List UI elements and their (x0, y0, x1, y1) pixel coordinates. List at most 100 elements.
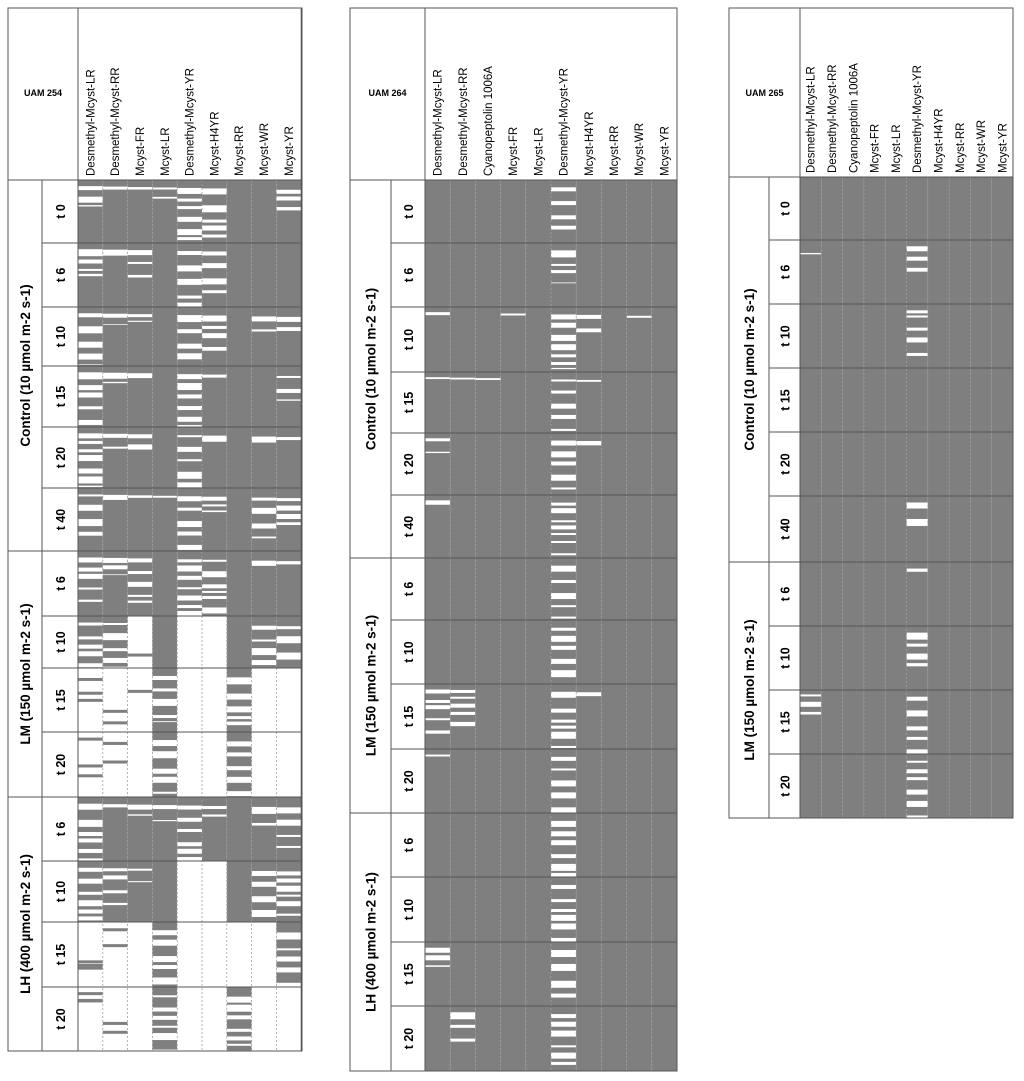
absence-stripe (202, 435, 227, 442)
heat-cell (425, 243, 451, 307)
heat-cell (970, 496, 992, 562)
absence-stripe (102, 186, 128, 190)
heat-cell (127, 922, 153, 987)
absence-stripe (177, 446, 202, 452)
heat-cell (202, 732, 227, 797)
heat-cell (842, 177, 864, 240)
heat-cell (927, 368, 950, 432)
time-label: t 40 (402, 516, 416, 538)
absence-stripe (152, 1033, 178, 1041)
time-label: t 10 (779, 325, 793, 347)
heat-cell (651, 180, 677, 243)
absence-stripe (906, 327, 928, 331)
heat-cell (226, 180, 252, 243)
heat-cell (863, 754, 886, 818)
heat-cell (800, 368, 822, 432)
heat-cell (601, 243, 627, 307)
absence-stripe (177, 605, 202, 609)
absence-stripe (127, 373, 153, 379)
column-header: Cyanopeptolin 1006A (483, 66, 495, 176)
absence-stripe (152, 196, 178, 199)
heat-cell (251, 366, 277, 427)
column-header: Mcyst-YR (284, 126, 296, 176)
heat-cell (626, 372, 652, 433)
heat-cell (991, 240, 1013, 304)
heat-cell (276, 307, 302, 366)
absence-stripe (202, 278, 227, 285)
absence-stripe (276, 189, 302, 194)
heat-cell (276, 366, 302, 427)
heat-cell (601, 684, 627, 749)
absence-stripe (152, 688, 178, 692)
heat-cell (842, 496, 864, 562)
absence-stripe (576, 692, 602, 697)
time-label: t 6 (402, 582, 416, 597)
absence-stripe (800, 694, 822, 697)
panel-title: UAM 265 (745, 88, 783, 98)
absence-stripe (177, 587, 202, 590)
heat-cell (500, 620, 526, 684)
time-label: t 20 (779, 775, 793, 797)
heat-cell (475, 1006, 501, 1071)
absence-stripe (551, 451, 577, 458)
absence-stripe (551, 440, 577, 446)
heat-cell (276, 987, 302, 1051)
absence-stripe (251, 909, 277, 917)
absence-stripe (450, 721, 476, 727)
heat-cell (425, 684, 451, 749)
absence-stripe (276, 636, 302, 644)
heat-cell (525, 495, 551, 558)
time-label: t 15 (779, 389, 793, 411)
absence-stripe (202, 510, 227, 513)
heat-cell (863, 368, 886, 432)
heat-cell (251, 427, 277, 488)
absence-stripe (551, 768, 577, 771)
absence-stripe (152, 820, 178, 822)
heat-cell (821, 562, 843, 626)
absence-stripe (78, 567, 103, 572)
absence-stripe (276, 196, 302, 201)
heat-cell (475, 749, 501, 813)
heat-cell (842, 304, 864, 368)
absence-stripe (251, 436, 277, 443)
heat-cell (475, 942, 501, 1006)
absence-stripe (551, 1030, 577, 1037)
heat-cell (177, 922, 202, 987)
absence-stripe (551, 731, 577, 739)
absence-stripe (251, 316, 277, 322)
absence-stripe (425, 451, 451, 454)
absence-stripe (102, 372, 128, 379)
absence-stripe (276, 522, 302, 526)
presence-stripe (78, 992, 103, 996)
column-header: Desmethyl-Mcyst-LR (806, 66, 818, 173)
heat-cell (842, 690, 864, 754)
heat-cell (450, 307, 476, 372)
absence-stripe (226, 1036, 252, 1041)
presence-stripe (102, 1030, 128, 1034)
heat-cell (651, 433, 677, 495)
presence-stripe (78, 963, 103, 967)
heat-cell (127, 861, 153, 922)
absence-stripe (450, 377, 476, 380)
heat-cell (906, 240, 928, 304)
absence-stripe (152, 995, 178, 998)
absence-stripe (551, 993, 577, 998)
absence-stripe (78, 838, 103, 843)
absence-stripe (78, 385, 103, 391)
heat-cell (949, 304, 971, 368)
heat-cell (152, 488, 178, 551)
heat-cell (927, 496, 950, 562)
absence-stripe (551, 863, 577, 871)
heat-cell (651, 243, 677, 307)
heat-cell (576, 813, 602, 877)
heat-cell (651, 877, 677, 942)
heat-cell (425, 495, 451, 558)
heat-cell (152, 616, 178, 668)
absence-stripe (177, 842, 202, 847)
absence-stripe (177, 435, 202, 438)
time-label: t 20 (402, 770, 416, 792)
absence-stripe (551, 719, 577, 723)
heat-cell (127, 180, 153, 243)
absence-stripe (202, 496, 227, 501)
absence-stripe (127, 558, 153, 563)
